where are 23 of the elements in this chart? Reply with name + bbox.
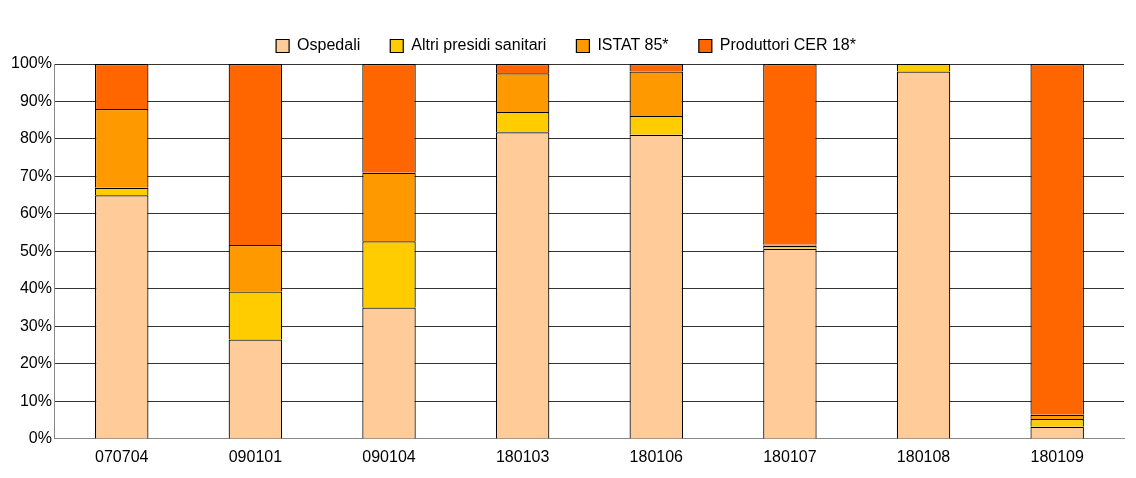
y-tick-label: 70%	[19, 166, 52, 184]
legend-label: Produttori CER 18*	[719, 36, 856, 54]
x-tick-label: 090101	[228, 447, 283, 465]
y-tick-label: 50%	[19, 241, 52, 259]
x-tick-label: 180103	[495, 447, 550, 465]
y-tick-label: 0%	[28, 429, 52, 447]
y-tick-label: 10%	[19, 391, 52, 409]
y-tick-label: 60%	[19, 204, 52, 222]
x-tick-label: 180106	[629, 447, 684, 465]
x-tick-label: 180108	[896, 447, 951, 465]
y-tick-label: 30%	[19, 316, 52, 334]
legend-label: Ospedali	[297, 36, 361, 54]
y-tick-label: 90%	[19, 91, 52, 109]
x-tick-label: 070704	[95, 447, 149, 465]
y-tick-label: 40%	[19, 279, 52, 297]
legend-label: Altri presidi sanitari	[411, 36, 547, 54]
x-tick-label: 180107	[763, 447, 817, 465]
x-tick-label: 090104	[362, 447, 416, 465]
x-tick-label: 180109	[1030, 447, 1084, 465]
y-tick-label: 80%	[19, 129, 52, 147]
y-tick-label: 20%	[19, 354, 52, 372]
y-tick-label: 100%	[11, 54, 52, 72]
legend-label: ISTAT 85*	[597, 36, 669, 54]
